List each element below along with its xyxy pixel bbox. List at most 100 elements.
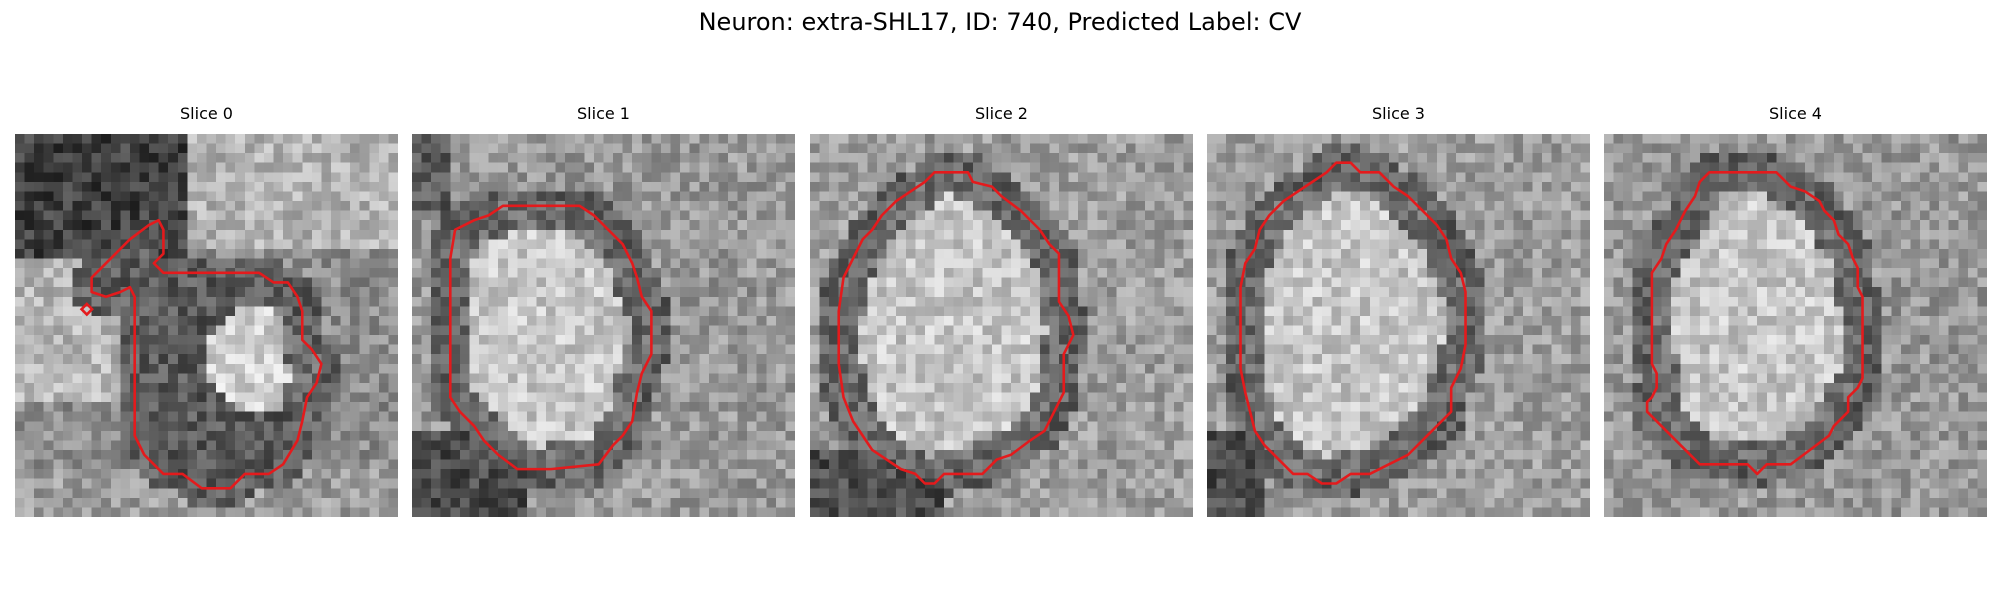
image-pixel: [283, 344, 293, 355]
image-pixel: [459, 392, 470, 403]
image-pixel: [469, 363, 480, 374]
image-pixel: [388, 277, 398, 288]
image-pixel: [915, 306, 926, 317]
image-pixel: [613, 344, 623, 355]
image-pixel: [440, 210, 451, 221]
image-pixel: [1030, 134, 1040, 144]
image-pixel: [699, 248, 710, 259]
image-pixel: [1245, 162, 1256, 173]
image-pixel: [775, 315, 786, 326]
image-pixel: [574, 315, 585, 326]
image-pixel: [1011, 344, 1021, 355]
image-pixel: [953, 248, 964, 259]
image-pixel: [857, 335, 868, 345]
image-pixel: [120, 191, 131, 202]
image-pixel: [1058, 315, 1069, 326]
image-pixel: [34, 201, 44, 211]
image-pixel: [1049, 430, 1060, 441]
image-pixel: [1145, 153, 1155, 163]
image-pixel: [120, 153, 131, 163]
image-pixel: [555, 363, 566, 374]
image-pixel: [62, 507, 73, 517]
image-pixel: [479, 220, 489, 230]
image-pixel: [82, 430, 92, 441]
image-pixel: [838, 373, 849, 384]
image-pixel: [574, 392, 585, 403]
image-pixel: [311, 296, 322, 307]
image-pixel: [412, 296, 422, 307]
image-pixel: [1145, 258, 1155, 269]
image-pixel: [340, 335, 351, 345]
image-pixel: [747, 373, 757, 384]
image-pixel: [139, 306, 150, 317]
image-pixel: [526, 440, 537, 451]
image-pixel: [330, 229, 341, 240]
image-pixel: [1106, 449, 1117, 460]
image-pixel: [727, 277, 738, 288]
image-pixel: [1125, 363, 1136, 374]
image-pixel: [1135, 296, 1146, 307]
image-pixel: [1561, 134, 1572, 144]
image-pixel: [412, 411, 422, 422]
image-pixel: [479, 344, 489, 355]
image-pixel: [613, 258, 623, 269]
image-pixel: [829, 315, 839, 326]
image-pixel: [613, 210, 623, 221]
image-pixel: [1183, 335, 1193, 345]
image-pixel: [1331, 134, 1342, 144]
image-pixel: [292, 220, 303, 230]
image-pixel: [350, 201, 360, 211]
image-pixel: [810, 497, 820, 508]
image-pixel: [311, 162, 322, 173]
image-pixel: [369, 134, 380, 144]
image-pixel: [1068, 287, 1079, 297]
image-pixel: [216, 449, 226, 460]
image-pixel: [1011, 210, 1021, 221]
image-pixel: [819, 373, 830, 384]
image-pixel: [1173, 306, 1184, 317]
image-pixel: [785, 191, 795, 202]
image-pixel: [1455, 153, 1466, 163]
image-pixel: [34, 488, 44, 499]
image-pixel: [613, 172, 623, 183]
image-pixel: [1293, 162, 1303, 173]
image-pixel: [877, 411, 887, 422]
image-pixel: [1020, 411, 1031, 422]
image-pixel: [747, 153, 757, 163]
image-pixel: [517, 354, 528, 364]
image-pixel: [187, 363, 198, 374]
image-pixel: [857, 258, 868, 269]
image-pixel: [924, 469, 935, 479]
image-pixel: [857, 469, 868, 479]
image-pixel: [574, 229, 585, 240]
image-pixel: [670, 287, 681, 297]
image-pixel: [775, 430, 786, 441]
image-pixel: [34, 143, 44, 154]
image-pixel: [593, 172, 604, 183]
image-pixel: [536, 421, 547, 432]
image-pixel: [886, 382, 897, 393]
image-pixel: [1049, 478, 1060, 489]
image-pixel: [727, 478, 738, 489]
image-pixel: [1078, 373, 1088, 384]
image-pixel: [857, 344, 868, 355]
image-pixel: [359, 411, 370, 422]
image-pixel: [1116, 191, 1127, 202]
image-pixel: [1580, 153, 1590, 163]
image-pixel: [1049, 325, 1060, 336]
image-pixel: [526, 277, 537, 288]
image-pixel: [120, 315, 131, 326]
image-pixel: [565, 488, 575, 499]
image-pixel: [1030, 402, 1040, 412]
image-pixel: [536, 382, 547, 393]
image-pixel: [651, 277, 662, 288]
image-pixel: [829, 277, 839, 288]
image-pixel: [1154, 421, 1165, 432]
image-pixel: [1020, 459, 1031, 470]
image-pixel: [867, 239, 878, 250]
image-pixel: [421, 411, 432, 422]
image-pixel: [660, 325, 671, 336]
image-pixel: [330, 220, 341, 230]
image-pixel: [603, 449, 614, 460]
image-pixel: [810, 229, 820, 240]
